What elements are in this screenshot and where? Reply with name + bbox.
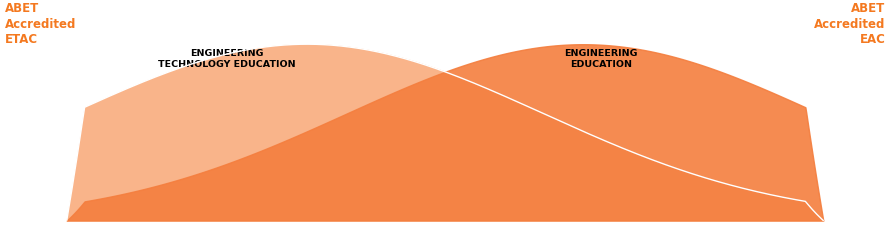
Text: ENGINEERING
EDUCATION: ENGINEERING EDUCATION [564,49,637,68]
Text: ENGINEERING
TECHNOLOGY EDUCATION: ENGINEERING TECHNOLOGY EDUCATION [158,49,295,68]
Text: ABET
Accredited
EAC: ABET Accredited EAC [814,2,886,46]
Text: ABET
Accredited
ETAC: ABET Accredited ETAC [4,2,76,46]
